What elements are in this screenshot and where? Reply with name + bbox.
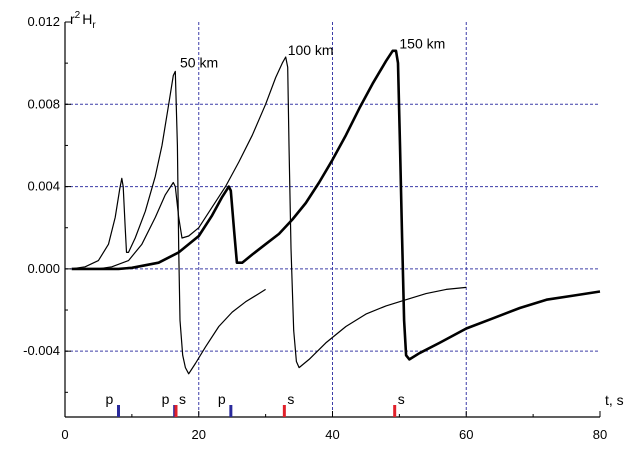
grid bbox=[65, 22, 600, 417]
series-line-1 bbox=[71, 56, 467, 369]
arrival-marker-label-0: p bbox=[106, 391, 114, 407]
x-tick-label-3: 60 bbox=[459, 427, 473, 442]
y-tick-label-4: -0.004 bbox=[23, 343, 60, 358]
ticks: 0.012 0.008 0.004 0.000 -0.004 0 20 40 60 80 bbox=[23, 14, 607, 442]
arrival-marker-label-1: p bbox=[162, 391, 170, 407]
series-lines: 50 km 100 km 150 km bbox=[71, 36, 601, 375]
series-label-2: 150 km bbox=[399, 36, 445, 52]
y-tick-label-3: 0.000 bbox=[27, 261, 60, 276]
x-axis-title: t, s bbox=[605, 392, 624, 408]
y-axis-title-main: H bbox=[82, 11, 92, 27]
arrival-marker-label-5: s bbox=[398, 391, 405, 407]
y-tick-label-0: 0.012 bbox=[27, 14, 60, 29]
x-tick-label-1: 20 bbox=[192, 427, 206, 442]
y-axis-title-sup: 2 bbox=[75, 10, 81, 21]
arrival-marker-label-3: p bbox=[218, 391, 226, 407]
y-tick-label-2: 0.004 bbox=[27, 179, 60, 194]
arrival-marker-label-4: s bbox=[287, 391, 294, 407]
series-label-1: 100 km bbox=[288, 42, 334, 58]
x-tick-label-0: 0 bbox=[61, 427, 68, 442]
y-axis-title-sub: r bbox=[92, 20, 96, 31]
x-tick-label-4: 80 bbox=[593, 427, 607, 442]
series-line-0 bbox=[71, 70, 266, 375]
arrival-marker-label-2: s bbox=[179, 391, 186, 407]
series-line-2 bbox=[71, 49, 601, 361]
x-tick-label-2: 40 bbox=[325, 427, 339, 442]
y-axis-title-base: r bbox=[70, 11, 75, 27]
y-axis-title: r2 Hr bbox=[70, 10, 96, 31]
y-tick-label-1: 0.008 bbox=[27, 96, 60, 111]
series-label-0: 50 km bbox=[180, 54, 218, 70]
